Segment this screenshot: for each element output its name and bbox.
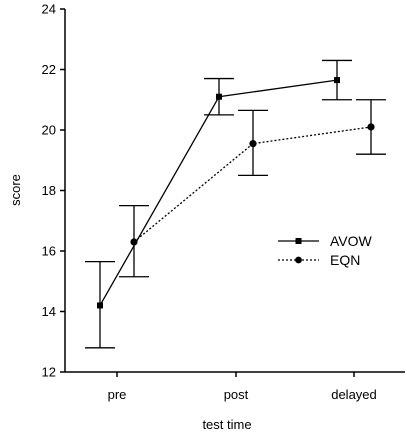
y-axis-title: score (8, 174, 23, 206)
y-tick-label: 24 (42, 2, 56, 17)
series-avow (85, 59, 352, 349)
y-tick-label: 20 (42, 123, 56, 138)
y-tick-label: 16 (42, 244, 56, 259)
series-eqn (119, 99, 386, 278)
x-tick-label: post (224, 387, 249, 402)
x-axis-title: test time (202, 417, 251, 432)
legend-item-eqn: EQN (278, 252, 360, 268)
legend-item-avow: AVOW (278, 233, 373, 249)
data-point-eqn (249, 140, 257, 148)
legend-avow-marker (295, 238, 302, 244)
y-tick-label: 22 (42, 62, 56, 77)
data-point-avow (216, 93, 222, 100)
y-tick-label: 14 (42, 304, 56, 319)
data-point-avow (97, 302, 103, 309)
plot-area (85, 59, 386, 349)
y-tick-label: 18 (42, 183, 56, 198)
legend-eqn-label: EQN (330, 252, 360, 268)
data-point-avow (334, 77, 340, 84)
legend: AVOW EQN (278, 233, 373, 268)
x-tick-label: delayed (331, 387, 377, 402)
x-ticks: pre post delayed (108, 372, 377, 402)
y-ticks: 12 14 16 18 20 22 24 (42, 2, 65, 380)
data-point-eqn (367, 123, 375, 131)
data-point-eqn (130, 238, 138, 246)
x-tick-label: pre (108, 387, 127, 402)
y-tick-label: 12 (42, 365, 56, 380)
legend-eqn-marker (295, 256, 302, 264)
series-line-eqn (133, 126, 372, 243)
legend-avow-label: AVOW (330, 233, 373, 249)
